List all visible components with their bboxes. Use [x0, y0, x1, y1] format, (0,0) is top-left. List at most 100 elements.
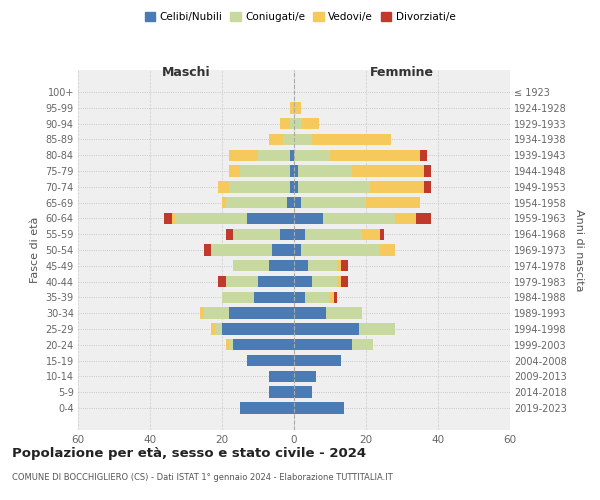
Y-axis label: Fasce di età: Fasce di età [30, 217, 40, 283]
Bar [305, 292, 330, 303]
Bar [240, 402, 294, 413]
Bar [215, 324, 222, 334]
Bar [301, 197, 366, 208]
Bar [312, 276, 337, 287]
Text: Popolazione per età, sesso e stato civile - 2024: Popolazione per età, sesso e stato civil… [12, 448, 366, 460]
Bar [323, 212, 395, 224]
Bar [229, 166, 240, 176]
Bar [341, 276, 348, 287]
Bar [294, 260, 308, 272]
Bar [305, 228, 362, 240]
Bar [269, 134, 283, 145]
Bar [362, 228, 380, 240]
Bar [204, 308, 229, 319]
Bar [283, 134, 294, 145]
Bar [233, 339, 294, 350]
Bar [301, 118, 319, 130]
Bar [370, 181, 424, 192]
Bar [269, 370, 294, 382]
Bar [229, 181, 290, 192]
Bar [298, 166, 352, 176]
Bar [204, 244, 211, 256]
Bar [380, 228, 384, 240]
Legend: Celibi/Nubili, Coniugati/e, Vedovi/e, Divorziati/e: Celibi/Nubili, Coniugati/e, Vedovi/e, Di… [140, 8, 460, 26]
Bar [229, 150, 258, 161]
Bar [352, 166, 424, 176]
Bar [294, 324, 359, 334]
Bar [294, 102, 301, 114]
Y-axis label: Anni di nascita: Anni di nascita [574, 209, 584, 291]
Bar [290, 118, 294, 130]
Bar [290, 150, 294, 161]
Bar [294, 181, 298, 192]
Bar [294, 118, 301, 130]
Bar [294, 228, 305, 240]
Bar [294, 150, 330, 161]
Bar [326, 308, 362, 319]
Bar [229, 308, 294, 319]
Bar [337, 276, 341, 287]
Bar [200, 308, 204, 319]
Bar [226, 339, 229, 350]
Bar [341, 260, 348, 272]
Bar [359, 324, 395, 334]
Bar [312, 134, 391, 145]
Bar [218, 276, 226, 287]
Bar [247, 355, 294, 366]
Bar [211, 244, 272, 256]
Bar [226, 276, 258, 287]
Bar [294, 402, 344, 413]
Bar [211, 324, 215, 334]
Bar [280, 228, 294, 240]
Bar [294, 339, 352, 350]
Bar [330, 292, 334, 303]
Bar [294, 355, 341, 366]
Bar [301, 244, 380, 256]
Bar [269, 260, 294, 272]
Bar [294, 244, 301, 256]
Bar [229, 339, 233, 350]
Bar [254, 292, 294, 303]
Bar [218, 181, 229, 192]
Bar [380, 244, 395, 256]
Bar [298, 181, 370, 192]
Bar [290, 102, 294, 114]
Bar [294, 308, 326, 319]
Bar [226, 197, 287, 208]
Bar [366, 197, 420, 208]
Bar [294, 166, 298, 176]
Bar [226, 228, 233, 240]
Bar [287, 197, 294, 208]
Text: Femmine: Femmine [370, 66, 434, 80]
Bar [294, 197, 301, 208]
Bar [272, 244, 294, 256]
Bar [330, 150, 420, 161]
Bar [424, 166, 431, 176]
Bar [294, 292, 305, 303]
Bar [420, 150, 427, 161]
Bar [164, 212, 172, 224]
Bar [269, 386, 294, 398]
Bar [352, 339, 373, 350]
Bar [337, 260, 341, 272]
Bar [222, 197, 226, 208]
Text: COMUNE DI BOCCHIGLIERO (CS) - Dati ISTAT 1° gennaio 2024 - Elaborazione TUTTITAL: COMUNE DI BOCCHIGLIERO (CS) - Dati ISTAT… [12, 472, 393, 482]
Bar [222, 292, 254, 303]
Bar [416, 212, 431, 224]
Bar [233, 260, 269, 272]
Bar [395, 212, 416, 224]
Bar [258, 276, 294, 287]
Bar [280, 118, 290, 130]
Bar [294, 386, 312, 398]
Bar [290, 181, 294, 192]
Bar [294, 370, 316, 382]
Bar [175, 212, 247, 224]
Bar [424, 181, 431, 192]
Bar [334, 292, 337, 303]
Bar [308, 260, 337, 272]
Bar [247, 212, 294, 224]
Bar [294, 212, 323, 224]
Text: Maschi: Maschi [161, 66, 211, 80]
Bar [222, 324, 294, 334]
Bar [258, 150, 290, 161]
